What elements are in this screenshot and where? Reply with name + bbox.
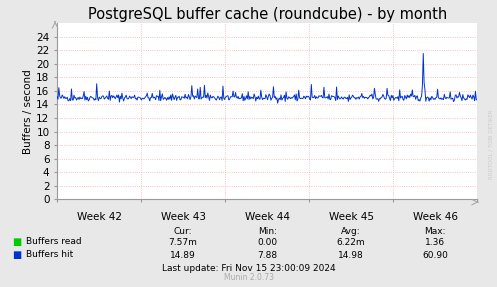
Text: Week 45: Week 45 xyxy=(329,212,374,222)
Text: Cur:: Cur: xyxy=(174,226,192,236)
Text: Last update: Fri Nov 15 23:00:09 2024: Last update: Fri Nov 15 23:00:09 2024 xyxy=(162,264,335,273)
Text: Week 42: Week 42 xyxy=(77,212,122,222)
Text: 0.00: 0.00 xyxy=(257,238,277,247)
Text: Avg:: Avg: xyxy=(341,226,361,236)
Text: Week 43: Week 43 xyxy=(161,212,206,222)
Text: 60.90: 60.90 xyxy=(422,251,448,260)
Text: ■: ■ xyxy=(12,237,22,247)
Text: 14.89: 14.89 xyxy=(170,251,196,260)
Text: Week 46: Week 46 xyxy=(413,212,458,222)
Text: 14.98: 14.98 xyxy=(338,251,364,260)
Text: Buffers hit: Buffers hit xyxy=(26,250,73,259)
Text: ■: ■ xyxy=(12,250,22,259)
Text: Max:: Max: xyxy=(424,226,446,236)
Text: 6.22m: 6.22m xyxy=(337,238,365,247)
Text: Min:: Min: xyxy=(257,226,277,236)
Text: RRDTOOL / TOBI OETIKER: RRDTOOL / TOBI OETIKER xyxy=(488,109,493,179)
Text: 7.57m: 7.57m xyxy=(168,238,198,247)
Text: Munin 2.0.73: Munin 2.0.73 xyxy=(224,273,273,282)
Title: PostgreSQL buffer cache (roundcube) - by month: PostgreSQL buffer cache (roundcube) - by… xyxy=(87,7,447,22)
Text: 7.88: 7.88 xyxy=(257,251,277,260)
Text: Buffers read: Buffers read xyxy=(26,237,82,246)
Text: Week 44: Week 44 xyxy=(245,212,290,222)
Text: 1.36: 1.36 xyxy=(425,238,445,247)
Y-axis label: Buffers / second: Buffers / second xyxy=(23,69,33,154)
